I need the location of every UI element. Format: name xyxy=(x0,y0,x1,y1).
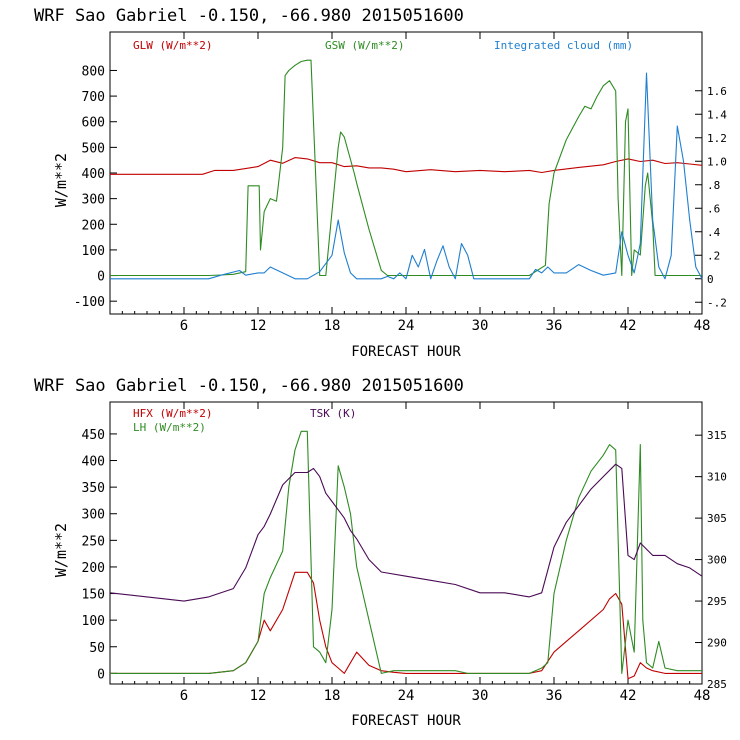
bottom-y2tick-label: 285 xyxy=(707,678,727,691)
top-y2tick-label: 1.2 xyxy=(707,132,727,145)
top-y2tick-label: 1.6 xyxy=(707,85,727,98)
bottom-ytick-label: 250 xyxy=(82,534,105,549)
bottom-ytick-label: 450 xyxy=(82,428,105,443)
bottom-y2tick-label: 300 xyxy=(707,554,727,567)
top-series-lines xyxy=(110,59,703,280)
top-ytick-label: 200 xyxy=(82,218,105,233)
bottom-chart-panel: WRF Sao Gabriel -0.150, -66.980 20150516… xyxy=(34,376,727,729)
bottom-ytick-label: 200 xyxy=(82,561,105,576)
top-y2tick-label: -.2 xyxy=(707,296,727,309)
bottom-series-line-0 xyxy=(110,571,702,680)
top-ytick-label: 100 xyxy=(82,244,105,259)
top-y2tick-label: .6 xyxy=(707,202,720,215)
top-ytick-label: 500 xyxy=(82,141,105,156)
bottom-ytick-label: 400 xyxy=(82,455,105,470)
bottom-ytick-label: 50 xyxy=(89,641,105,656)
bottom-xtick-label: 36 xyxy=(546,688,563,704)
top-y-axis-label: W/m**2 xyxy=(52,153,70,207)
top-ytick-label: 300 xyxy=(82,193,105,208)
top-chart-title: WRF Sao Gabriel -0.150, -66.980 20150516… xyxy=(34,6,464,26)
top-series-line-2 xyxy=(110,72,703,280)
top-y2tick-label: 0 xyxy=(707,273,714,286)
bottom-y2tick-label: 315 xyxy=(707,429,727,442)
bottom-chart-title: WRF Sao Gabriel -0.150, -66.980 20150516… xyxy=(34,376,464,396)
top-ytick-label: 700 xyxy=(82,90,105,105)
bottom-xtick-label: 18 xyxy=(324,688,341,704)
top-xtick-label: 6 xyxy=(180,318,188,334)
bottom-y2tick-label: 290 xyxy=(707,637,727,650)
legend-glw: GLW (W/m**2) xyxy=(133,39,212,52)
top-legend: GLW (W/m**2) GSW (W/m**2) Integrated clo… xyxy=(133,39,633,52)
legend-gsw: GSW (W/m**2) xyxy=(325,39,404,52)
bottom-ytick-label: 350 xyxy=(82,481,105,496)
top-xtick-label: 30 xyxy=(472,318,489,334)
bottom-series-line-1 xyxy=(110,430,702,674)
top-series-line-0 xyxy=(110,157,703,175)
bottom-series-line-2 xyxy=(109,463,703,602)
top-ytick-label: -100 xyxy=(74,295,105,310)
top-y2tick-label: 1.0 xyxy=(707,155,727,168)
bottom-plot-frame xyxy=(109,401,703,685)
bottom-xtick-label: 24 xyxy=(398,688,415,704)
bottom-xtick-label: 30 xyxy=(472,688,489,704)
bottom-xtick-label: 42 xyxy=(620,688,637,704)
bottom-axes: 6 12 18 24 30 36 42 48 0 50 100 150 200 250 300 350 400 4… xyxy=(82,402,727,704)
bottom-ytick-label: 300 xyxy=(82,508,105,523)
top-y2tick-label: .2 xyxy=(707,249,720,262)
legend-cloud: Integrated cloud (mm) xyxy=(494,39,633,52)
bottom-y2tick-label: 310 xyxy=(707,471,727,484)
bottom-legend: HFX (W/m**2) LH (W/m**2) TSK (K) xyxy=(133,407,356,434)
bottom-x-axis-label: FORECAST HOUR xyxy=(351,713,461,729)
bottom-xtick-label: 48 xyxy=(694,688,711,704)
top-xtick-label: 24 xyxy=(398,318,415,334)
bottom-ytick-label: 100 xyxy=(82,614,105,629)
bottom-ytick-label: 0 xyxy=(97,667,105,682)
top-xtick-label: 18 xyxy=(324,318,341,334)
top-xtick-label: 48 xyxy=(694,318,711,334)
top-y2tick-label: .8 xyxy=(707,179,720,192)
legend-tsk: TSK (K) xyxy=(310,407,356,420)
top-ytick-label: 0 xyxy=(97,270,105,285)
top-ytick-label: 800 xyxy=(82,64,105,79)
top-xtick-label: 42 xyxy=(620,318,637,334)
bottom-ytick-label: 150 xyxy=(82,588,105,603)
bottom-y2tick-label: 305 xyxy=(707,512,727,525)
top-plot-frame xyxy=(109,31,703,315)
top-y2tick-label: .4 xyxy=(707,226,721,239)
top-x-axis-label: FORECAST HOUR xyxy=(351,344,461,360)
top-xtick-label: 36 xyxy=(546,318,563,334)
top-ytick-label: 400 xyxy=(82,167,105,182)
top-series-line-1 xyxy=(110,59,702,277)
bottom-series-lines xyxy=(109,430,703,680)
bottom-y-axis-label: W/m**2 xyxy=(52,523,70,577)
legend-lh: LH (W/m**2) xyxy=(133,421,206,434)
bottom-xtick-label: 12 xyxy=(250,688,267,704)
top-xtick-label: 12 xyxy=(250,318,267,334)
legend-hfx: HFX (W/m**2) xyxy=(133,407,212,420)
top-chart-panel: WRF Sao Gabriel -0.150, -66.980 20150516… xyxy=(34,6,727,360)
bottom-xtick-label: 6 xyxy=(180,688,188,704)
top-axes: 6 12 18 24 30 36 42 48 -100 0 100 200 300 400 500 600 70… xyxy=(74,32,727,334)
bottom-y2tick-label: 295 xyxy=(707,595,727,608)
top-ytick-label: 600 xyxy=(82,116,105,131)
top-y2tick-label: 1.4 xyxy=(707,108,727,121)
